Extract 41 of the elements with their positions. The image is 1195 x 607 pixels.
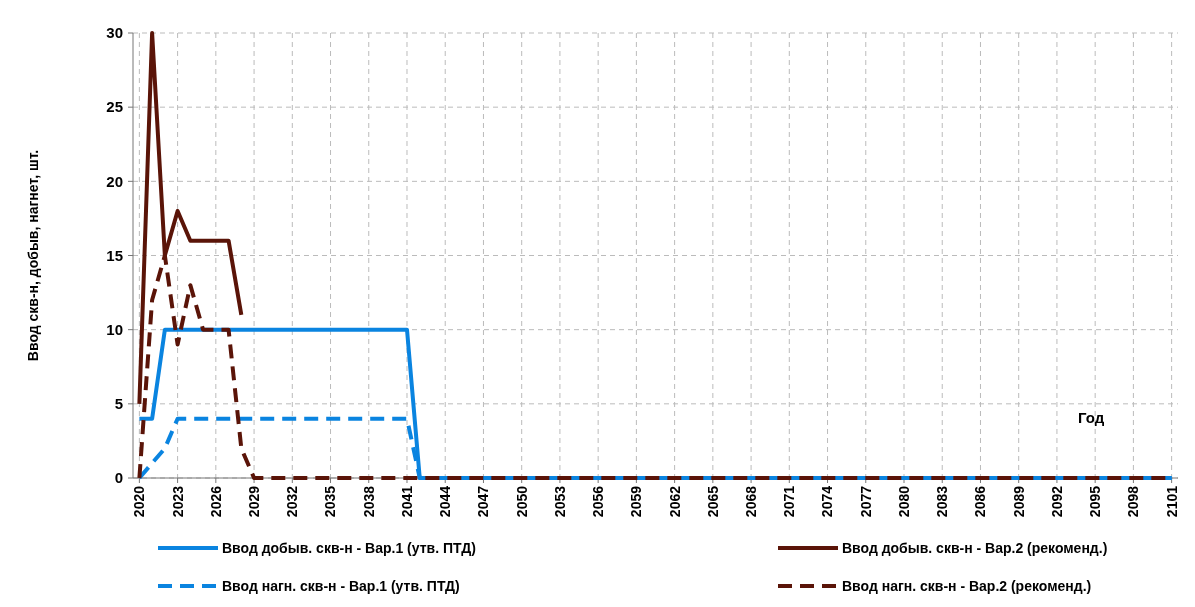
- y-tick-label: 20: [106, 172, 123, 190]
- x-tick-label: 2095: [1087, 485, 1104, 518]
- x-tick-label: 2071: [781, 485, 798, 518]
- y-tick-label: 15: [106, 246, 123, 264]
- y-axis-title: Ввод скв-н, добыв, нагнет, шт.: [25, 149, 41, 362]
- x-tick-label: 2077: [857, 485, 874, 518]
- x-tick-label: 2080: [895, 485, 912, 518]
- x-tick-label: 2068: [742, 485, 759, 518]
- x-tick-label: 2083: [934, 485, 951, 518]
- x-tick-label: 2035: [322, 485, 339, 518]
- legend-label: Ввод нагн. скв-н - Вар.1 (утв. ПТД): [222, 578, 460, 594]
- x-tick-label: 2098: [1125, 485, 1142, 518]
- x-tick-label: 2044: [437, 485, 454, 518]
- y-tick-label: 5: [114, 395, 123, 413]
- x-tick-label: 2020: [131, 485, 148, 518]
- x-tick-label: 2029: [245, 485, 262, 518]
- x-tick-label: 2023: [169, 485, 186, 518]
- x-tick-label: 2089: [1010, 485, 1027, 518]
- x-tick-label: 2062: [666, 485, 683, 518]
- x-tick-label: 2047: [475, 485, 492, 518]
- y-tick-label: 25: [106, 98, 123, 116]
- y-tick-label: 30: [106, 24, 123, 42]
- x-tick-label: 2053: [551, 485, 568, 518]
- legend-label: Ввод нагн. скв-н - Вар.2 (рекоменд.): [842, 578, 1092, 594]
- x-tick-label: 2026: [207, 485, 224, 518]
- x-tick-label: 2038: [360, 485, 377, 518]
- x-tick-label: 2050: [513, 485, 530, 518]
- x-tick-label: 2101: [1163, 485, 1180, 518]
- x-tick-label: 2056: [590, 485, 607, 518]
- legend-label: Ввод добыв. скв-н - Вар.1 (утв. ПТД): [222, 540, 476, 556]
- x-tick-label: 2086: [972, 485, 989, 518]
- y-tick-label: 0: [114, 469, 123, 487]
- x-tick-label: 2092: [1048, 485, 1065, 518]
- x-tick-label: 2065: [704, 485, 721, 518]
- x-tick-label: 2032: [284, 485, 301, 518]
- y-tick-label: 10: [106, 320, 123, 338]
- x-axis-title: Год: [1078, 409, 1105, 426]
- x-tick-label: 2074: [819, 485, 836, 518]
- x-tick-label: 2059: [628, 485, 645, 518]
- legend-label: Ввод добыв. скв-н - Вар.2 (рекоменд.): [842, 540, 1108, 556]
- x-tick-label: 2041: [398, 485, 415, 518]
